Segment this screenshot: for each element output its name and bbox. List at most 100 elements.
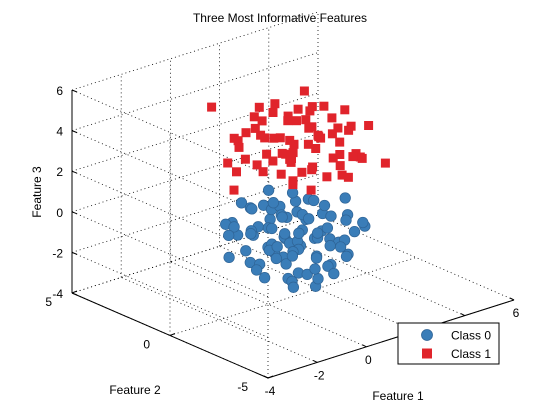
data-point-class-0 bbox=[334, 241, 347, 253]
data-point-class-1 bbox=[304, 123, 314, 133]
data-point-class-0 bbox=[280, 258, 292, 270]
y-tick bbox=[267, 375, 274, 379]
data-point-class-1 bbox=[241, 128, 251, 138]
data-point-class-1 bbox=[327, 129, 337, 139]
data-point-class-1 bbox=[348, 152, 358, 162]
data-point-class-1 bbox=[252, 160, 262, 170]
data-point-class-1 bbox=[288, 148, 298, 158]
data-point-class-0 bbox=[318, 199, 331, 212]
data-point-class-1 bbox=[301, 115, 311, 125]
data-point-class-1 bbox=[229, 133, 239, 143]
data-points bbox=[207, 86, 390, 293]
data-point-class-0 bbox=[310, 252, 323, 264]
data-point-class-0 bbox=[245, 228, 257, 240]
data-point-class-1 bbox=[364, 121, 374, 130]
data-point-class-0 bbox=[328, 267, 340, 280]
data-point-class-1 bbox=[340, 105, 350, 115]
data-point-class-0 bbox=[279, 228, 291, 240]
legend-label-class-1: Class 1 bbox=[451, 347, 491, 361]
legend-marker-class-1 bbox=[422, 348, 432, 359]
data-point-class-1 bbox=[303, 139, 313, 149]
data-point-class-0 bbox=[250, 264, 263, 276]
legend-label-class-0: Class 0 bbox=[451, 329, 491, 343]
z-tick-label: -4 bbox=[52, 287, 63, 301]
data-point-class-0 bbox=[235, 197, 248, 209]
grid-line bbox=[169, 257, 417, 336]
data-point-class-0 bbox=[311, 227, 324, 239]
data-point-class-1 bbox=[229, 185, 239, 195]
y-tick bbox=[71, 290, 78, 294]
y-tick-label: 5 bbox=[45, 295, 52, 309]
data-point-class-1 bbox=[293, 104, 303, 114]
grid-line bbox=[121, 277, 318, 363]
x-tick bbox=[460, 313, 466, 317]
grid-line bbox=[71, 92, 319, 172]
y-tick-label: -5 bbox=[237, 380, 248, 394]
data-point-class-0 bbox=[324, 240, 336, 252]
data-point-class-0 bbox=[325, 210, 337, 222]
data-point-class-1 bbox=[292, 116, 301, 126]
data-point-class-0 bbox=[301, 268, 313, 281]
data-point-class-1 bbox=[288, 180, 298, 190]
data-point-class-0 bbox=[266, 222, 278, 235]
z-tick-label: -2 bbox=[52, 246, 63, 260]
data-point-class-1 bbox=[277, 148, 287, 158]
data-point-class-0 bbox=[321, 222, 334, 234]
z-tick bbox=[71, 251, 78, 255]
data-point-class-0 bbox=[308, 194, 320, 207]
x-tick-label: 0 bbox=[365, 353, 372, 367]
data-point-class-0 bbox=[286, 250, 299, 262]
z-tick bbox=[71, 292, 78, 296]
data-point-class-1 bbox=[306, 185, 316, 195]
data-point-class-1 bbox=[289, 139, 299, 149]
data-point-class-1 bbox=[232, 167, 241, 177]
x-axis-label: Feature 1 bbox=[372, 389, 424, 403]
data-point-class-1 bbox=[269, 133, 279, 143]
legend: Class 0 Class 1 bbox=[397, 322, 500, 365]
data-point-class-1 bbox=[322, 172, 332, 182]
data-point-class-1 bbox=[333, 123, 343, 133]
data-point-class-1 bbox=[268, 108, 278, 117]
data-point-class-0 bbox=[309, 263, 321, 275]
data-point-class-1 bbox=[327, 113, 337, 123]
grid-line bbox=[71, 52, 319, 131]
data-point-class-0 bbox=[287, 281, 300, 293]
data-point-class-1 bbox=[357, 153, 367, 163]
data-point-class-0 bbox=[228, 221, 240, 233]
x-tick-label: -2 bbox=[314, 368, 325, 382]
z-tick bbox=[71, 211, 78, 215]
data-point-class-1 bbox=[308, 162, 318, 172]
z-tick bbox=[71, 89, 78, 93]
data-point-class-1 bbox=[283, 111, 293, 121]
data-point-class-0 bbox=[258, 272, 271, 284]
x-tick bbox=[263, 375, 269, 379]
legend-box bbox=[397, 322, 500, 365]
data-point-class-0 bbox=[240, 245, 252, 257]
data-point-class-1 bbox=[223, 158, 233, 168]
data-point-class-1 bbox=[335, 161, 345, 171]
data-point-class-0 bbox=[246, 203, 258, 215]
data-point-class-0 bbox=[357, 216, 369, 229]
data-point-class-1 bbox=[343, 172, 353, 182]
data-point-class-1 bbox=[313, 130, 323, 140]
data-point-class-1 bbox=[207, 102, 217, 112]
data-point-class-1 bbox=[297, 167, 307, 177]
legend-marker-class-0 bbox=[421, 329, 433, 341]
data-point-class-0 bbox=[340, 250, 353, 263]
z-tick-label: 6 bbox=[56, 84, 63, 98]
data-point-class-1 bbox=[258, 167, 268, 177]
data-point-class-0 bbox=[293, 227, 305, 239]
z-tick-label: 0 bbox=[56, 206, 63, 220]
data-point-class-1 bbox=[234, 142, 244, 152]
data-point-class-0 bbox=[223, 229, 235, 242]
x-tick bbox=[509, 297, 515, 301]
data-point-class-1 bbox=[380, 158, 390, 168]
y-tick bbox=[169, 333, 176, 336]
chart-title: Three Most Informative Features bbox=[193, 11, 367, 25]
data-point-class-1 bbox=[283, 116, 293, 126]
data-point-class-1 bbox=[275, 133, 285, 143]
data-point-class-1 bbox=[299, 86, 309, 96]
z-axis-label: Feature 3 bbox=[30, 166, 44, 218]
